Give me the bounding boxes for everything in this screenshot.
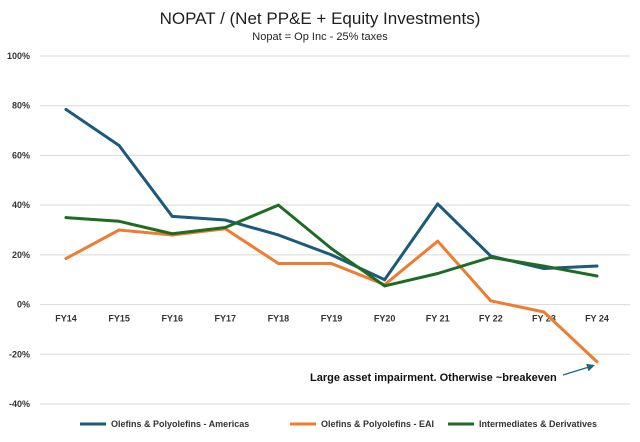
x-tick-label: FY 23 — [532, 314, 556, 324]
legend-label: Olefins & Polyolefins - EAI — [321, 419, 434, 429]
data-point — [383, 284, 386, 288]
data-point — [64, 257, 68, 260]
data-point — [489, 299, 493, 303]
data-point — [277, 233, 280, 237]
y-tick-label: -40% — [9, 399, 30, 409]
data-point — [542, 310, 546, 314]
data-point — [436, 202, 440, 206]
data-point — [64, 108, 68, 111]
x-tick-label: FY 24 — [585, 314, 609, 324]
data-point — [542, 267, 546, 270]
y-tick-label: -20% — [9, 349, 30, 359]
x-tick-label: FY 21 — [426, 314, 450, 324]
data-point — [223, 226, 227, 229]
chart-title: NOPAT / (Net PP&E + Equity Investments) — [160, 9, 481, 28]
gridlines — [40, 55, 630, 405]
y-tick-label: 40% — [12, 200, 30, 210]
x-tick-label: FY18 — [268, 314, 290, 324]
data-point — [277, 262, 280, 265]
x-tick-label: FY 22 — [479, 314, 503, 324]
data-point — [330, 262, 333, 265]
x-tick-label: FY16 — [161, 314, 183, 324]
series-lines — [64, 107, 599, 364]
x-tick-label: FY19 — [321, 314, 343, 324]
y-tick-label: 60% — [12, 150, 30, 160]
data-point — [542, 264, 546, 268]
data-point — [330, 247, 333, 251]
legend-label: Olefins & Polyolefins - Americas — [111, 419, 249, 429]
x-tick-label: FY17 — [215, 314, 237, 324]
data-point — [223, 218, 227, 222]
data-point — [489, 255, 493, 259]
y-tick-label: 80% — [12, 101, 30, 111]
data-point — [595, 264, 599, 268]
annotation-arrow — [562, 363, 595, 376]
data-point — [170, 232, 174, 236]
x-axis-ticks: FY14 FY15 FY16 FY17 FY18 FY19 FY20 FY 21 FY 22 FY… — [55, 314, 609, 324]
y-tick-label: 20% — [12, 250, 30, 260]
y-tick-label: 0% — [17, 300, 30, 310]
series-line-3 — [64, 203, 599, 288]
legend: Olefins & Polyolefins - Americas Olefins … — [80, 419, 597, 429]
data-point — [117, 228, 121, 232]
legend-label: Intermediates & Derivatives — [479, 419, 597, 429]
data-point — [436, 272, 440, 275]
data-point — [64, 216, 68, 219]
data-point — [170, 214, 174, 218]
data-point — [383, 278, 386, 282]
x-tick-label: FY14 — [55, 314, 77, 324]
data-point — [595, 274, 599, 278]
y-axis-ticks: -40% -20% 0% 20% 40% 60% 80% 100% — [7, 51, 30, 409]
annotation: Large asset impairment. Otherwise ~break… — [310, 363, 595, 384]
data-point — [277, 203, 280, 207]
data-point — [595, 360, 599, 364]
data-point — [117, 219, 121, 223]
data-point — [117, 144, 121, 147]
x-tick-label: FY20 — [374, 314, 396, 324]
annotation-text: Large asset impairment. Otherwise ~break… — [310, 372, 557, 384]
y-tick-label: 100% — [7, 51, 30, 61]
x-tick-label: FY15 — [108, 314, 130, 324]
data-point — [436, 239, 440, 243]
data-point — [330, 253, 333, 257]
chart-subtitle: Nopat = Op Inc - 25% taxes — [252, 31, 388, 43]
